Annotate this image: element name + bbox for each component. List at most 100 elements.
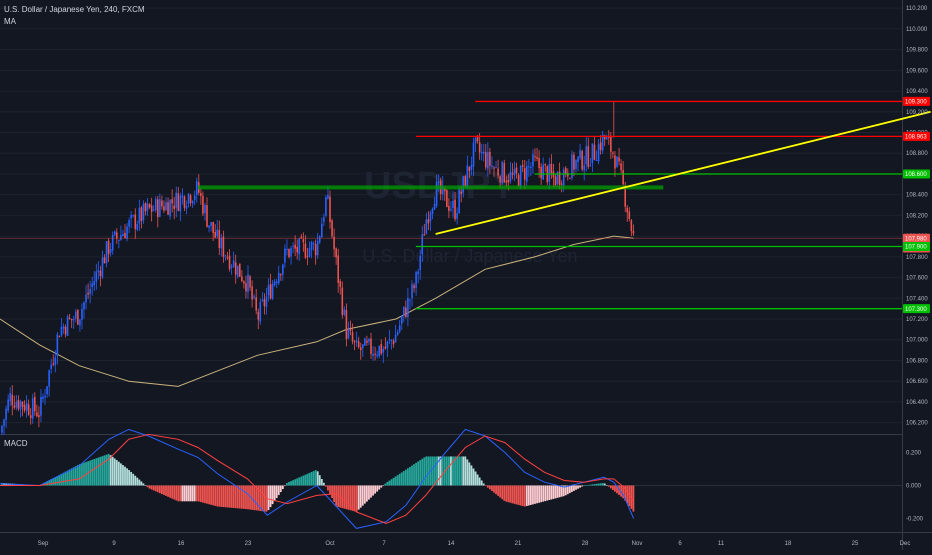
macd-histogram-bar xyxy=(622,485,625,499)
candle-body xyxy=(224,255,227,257)
candle-body xyxy=(292,245,294,247)
macd-histogram-bar xyxy=(357,485,360,510)
candle-body xyxy=(253,296,255,298)
macd-histogram-bar xyxy=(458,456,461,486)
time-tick-label: 28 xyxy=(582,541,589,547)
symbol-title[interactable]: U.S. Dollar / Japanese Yen, 240, FXCM xyxy=(4,5,145,14)
candle-body xyxy=(271,283,274,299)
candle-body xyxy=(388,339,391,341)
candle-body xyxy=(400,316,403,324)
macd-histogram-bar xyxy=(382,485,385,487)
macd-histogram-bar xyxy=(245,485,247,510)
candle-body xyxy=(560,183,563,185)
macd-histogram-bar xyxy=(195,485,198,502)
macd-histogram-bar xyxy=(202,485,204,503)
candle-body xyxy=(472,142,475,167)
macd-histogram-bar xyxy=(298,477,301,486)
candle-body xyxy=(487,152,489,169)
macd-histogram-bar xyxy=(558,485,561,498)
candle-body xyxy=(247,274,249,293)
candle-body xyxy=(587,146,590,168)
candle-body xyxy=(280,274,282,276)
time-tick-label: 11 xyxy=(718,541,725,547)
macd-histogram-bar xyxy=(349,485,352,511)
macd-histogram-bar xyxy=(534,485,536,504)
macd-histogram-bar xyxy=(562,485,565,497)
candle-body xyxy=(136,224,139,230)
macd-histogram-bar xyxy=(296,478,299,486)
candle-body xyxy=(210,222,212,227)
candle-body xyxy=(595,159,598,161)
candle-body xyxy=(411,284,413,299)
candle-body xyxy=(42,396,44,399)
time-tick-label: 14 xyxy=(448,541,455,547)
price-tick-label: 106.400 xyxy=(906,400,928,406)
macd-histogram-bar xyxy=(616,485,618,494)
macd-histogram-bar xyxy=(89,460,92,486)
candle-body xyxy=(142,203,145,221)
candle-body xyxy=(171,199,173,204)
macd-histogram-bar xyxy=(60,473,63,486)
macd-histogram-bar xyxy=(441,456,444,486)
macd-histogram-bar xyxy=(548,485,551,501)
macd-histogram-bar xyxy=(363,485,366,504)
macd-histogram-bar xyxy=(353,485,356,512)
candle-body xyxy=(343,309,346,315)
macd-histogram-bar xyxy=(79,464,81,486)
macd-label[interactable]: MACD xyxy=(4,439,28,448)
macd-histogram-bar xyxy=(156,485,159,493)
macd-histogram-bar xyxy=(230,485,233,508)
candle-body xyxy=(454,199,456,220)
candle-body xyxy=(87,292,89,295)
candle-body xyxy=(304,243,307,258)
candle-body xyxy=(456,212,458,219)
candle-body xyxy=(526,165,528,182)
macd-histogram-bar xyxy=(620,485,622,497)
candle-body xyxy=(261,299,264,301)
candle-body xyxy=(599,142,602,150)
candle-body xyxy=(97,270,100,272)
macd-histogram-bar xyxy=(66,470,69,486)
candle-body xyxy=(509,172,512,182)
macd-histogram-bar xyxy=(472,468,475,486)
candle-body xyxy=(384,346,387,349)
candle-body xyxy=(597,144,600,162)
candle-body xyxy=(534,156,536,158)
macd-histogram-bar xyxy=(630,485,633,509)
indicator-ma-label[interactable]: MA xyxy=(4,17,17,26)
candle-body xyxy=(17,399,20,409)
macd-histogram-bar xyxy=(552,485,555,499)
candle-body xyxy=(5,408,7,420)
macd-histogram-bar xyxy=(228,485,231,508)
candle-body xyxy=(511,173,514,175)
macd-histogram-bar xyxy=(462,456,465,486)
candle-body xyxy=(263,299,266,307)
macd-tick-label: 0.000 xyxy=(906,483,922,489)
macd-histogram-bar xyxy=(343,485,346,509)
macd-histogram-bar xyxy=(603,483,606,486)
candle-body xyxy=(273,281,276,285)
macd-histogram-bar xyxy=(163,485,165,495)
candle-body xyxy=(450,208,452,210)
candle-body xyxy=(157,199,159,218)
candle-body xyxy=(314,243,317,256)
candle-body xyxy=(128,220,130,227)
horizontal-levels[interactable] xyxy=(0,100,931,310)
macd-histogram-bar xyxy=(597,483,600,486)
candle-body xyxy=(610,135,612,152)
time-tick-label: 6 xyxy=(678,541,682,547)
candle-body xyxy=(58,336,61,338)
macd-histogram-bar xyxy=(103,455,106,486)
candle-body xyxy=(122,233,124,237)
macd-histogram-bar xyxy=(612,485,614,491)
candle-body xyxy=(349,328,352,331)
candle-body xyxy=(359,347,362,351)
candle-body xyxy=(579,149,581,159)
price-label-text: 109.300 xyxy=(905,100,927,106)
candle-body xyxy=(507,180,510,183)
candle-body xyxy=(81,308,83,320)
macd-histogram-bar xyxy=(341,485,344,509)
candle-body xyxy=(562,169,565,186)
